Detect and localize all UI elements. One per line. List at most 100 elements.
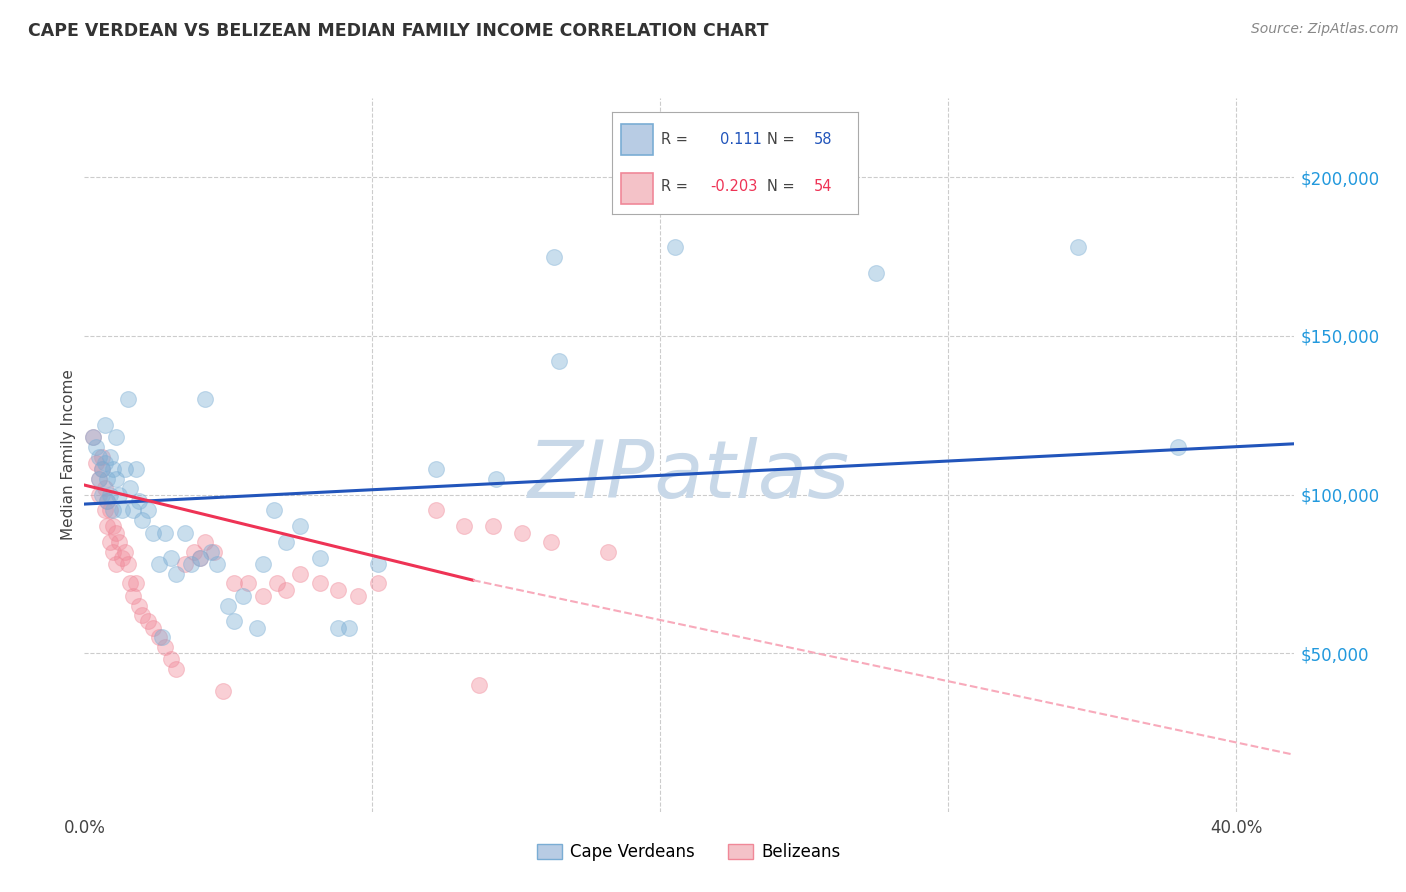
Point xyxy=(548,354,571,368)
Point xyxy=(188,551,211,566)
Point xyxy=(263,503,285,517)
Point xyxy=(98,487,121,501)
Point xyxy=(96,519,118,533)
Point xyxy=(180,558,202,572)
Point xyxy=(128,599,150,613)
Point xyxy=(87,450,110,464)
Point xyxy=(105,525,128,540)
Point xyxy=(232,589,254,603)
Point xyxy=(93,456,115,470)
Point xyxy=(120,576,142,591)
Point xyxy=(101,503,124,517)
Point xyxy=(96,494,118,508)
Point xyxy=(105,558,128,572)
Point xyxy=(111,503,134,517)
Text: -0.203: -0.203 xyxy=(710,179,758,194)
Point xyxy=(252,589,274,603)
Point xyxy=(82,430,104,444)
Point xyxy=(337,621,360,635)
Point xyxy=(87,472,110,486)
Text: R =: R = xyxy=(661,179,688,194)
Point xyxy=(93,503,115,517)
Point xyxy=(114,544,136,558)
Point xyxy=(1167,440,1189,454)
Point xyxy=(266,576,288,591)
Point xyxy=(468,678,491,692)
Point xyxy=(96,494,118,508)
Point xyxy=(326,621,349,635)
Point xyxy=(153,525,176,540)
Point xyxy=(202,544,225,558)
Point xyxy=(194,392,217,407)
Point xyxy=(664,240,686,254)
Point xyxy=(90,487,112,501)
Point xyxy=(131,608,153,623)
Point xyxy=(309,576,332,591)
Point xyxy=(1066,240,1088,254)
Point xyxy=(108,535,131,549)
Point xyxy=(252,558,274,572)
Text: N =: N = xyxy=(766,179,794,194)
Point xyxy=(93,417,115,432)
Point xyxy=(90,462,112,476)
Point xyxy=(117,558,139,572)
Point xyxy=(598,544,620,558)
Point xyxy=(159,551,181,566)
Point xyxy=(87,487,110,501)
Point xyxy=(540,535,562,549)
Point xyxy=(101,544,124,558)
Point xyxy=(96,472,118,486)
Point xyxy=(136,503,159,517)
Point xyxy=(222,615,245,629)
Point xyxy=(274,582,297,597)
Point xyxy=(326,582,349,597)
Point xyxy=(136,615,159,629)
Point xyxy=(98,450,121,464)
Point xyxy=(105,472,128,486)
Point xyxy=(174,558,197,572)
Text: Source: ZipAtlas.com: Source: ZipAtlas.com xyxy=(1251,22,1399,37)
Point xyxy=(131,513,153,527)
Point xyxy=(125,576,148,591)
Point xyxy=(153,640,176,654)
Point xyxy=(122,503,145,517)
Point xyxy=(246,621,269,635)
Point xyxy=(205,558,228,572)
Point xyxy=(150,630,173,644)
Point xyxy=(309,551,332,566)
Point xyxy=(128,494,150,508)
Point xyxy=(142,525,165,540)
Point xyxy=(367,558,389,572)
Point xyxy=(166,662,188,676)
Point xyxy=(125,462,148,476)
Point xyxy=(87,472,110,486)
Point xyxy=(290,519,312,533)
Point xyxy=(211,684,233,698)
Point xyxy=(84,440,107,454)
Point xyxy=(84,456,107,470)
Point xyxy=(122,589,145,603)
Point xyxy=(425,503,447,517)
Legend: Cape Verdeans, Belizeans: Cape Verdeans, Belizeans xyxy=(530,837,848,868)
Point xyxy=(290,566,312,581)
Point xyxy=(114,462,136,476)
FancyBboxPatch shape xyxy=(621,124,654,154)
Text: 54: 54 xyxy=(813,179,832,194)
Point xyxy=(274,535,297,549)
Point xyxy=(238,576,260,591)
Point xyxy=(90,450,112,464)
Point xyxy=(148,630,170,644)
Point xyxy=(222,576,245,591)
Point xyxy=(425,462,447,476)
Point xyxy=(166,566,188,581)
Point xyxy=(101,519,124,533)
Point xyxy=(90,462,112,476)
Point xyxy=(108,487,131,501)
Point xyxy=(200,544,222,558)
Point xyxy=(347,589,370,603)
Point xyxy=(217,599,239,613)
Point xyxy=(543,250,565,264)
Point xyxy=(485,472,508,486)
Point xyxy=(142,621,165,635)
Point xyxy=(453,519,475,533)
